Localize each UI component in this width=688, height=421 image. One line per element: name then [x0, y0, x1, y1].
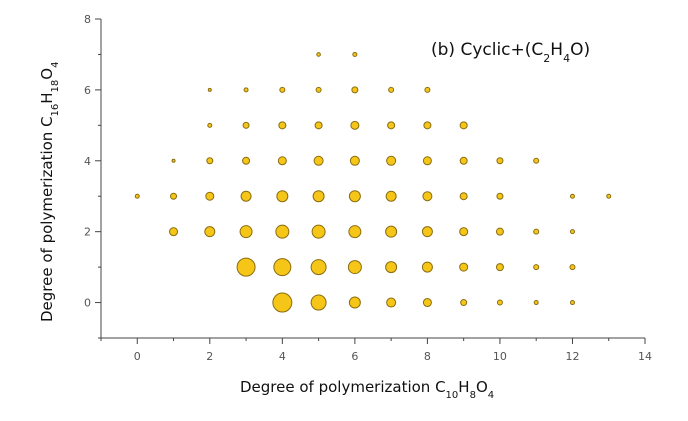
bubble-point — [385, 225, 398, 238]
bubble-point — [459, 262, 469, 272]
bubble-point — [569, 229, 575, 235]
bubble-point — [533, 264, 540, 271]
bubble-point — [276, 190, 289, 203]
x-tick-label: 8 — [424, 350, 431, 363]
bubble-point — [240, 190, 252, 202]
bubble-point — [495, 263, 504, 272]
bubble-point — [459, 156, 468, 165]
bubble-point — [205, 191, 215, 201]
bubble-point — [496, 192, 504, 200]
bubble-point — [242, 156, 251, 165]
x-axis: 0 2 4 6 8 10 12 14 — [100, 337, 652, 363]
bubble-point — [385, 261, 398, 274]
bubble-point — [169, 227, 179, 237]
bubble-point — [310, 259, 327, 276]
bubble-point — [279, 86, 286, 93]
y-tick-label: 8 — [84, 13, 91, 26]
bubble-point — [348, 296, 361, 309]
bubble-point — [533, 157, 540, 164]
bubble-point — [533, 228, 540, 235]
bubble-point — [569, 193, 575, 199]
y-tick-label: 0 — [84, 297, 91, 310]
bubble-point — [460, 299, 468, 307]
bubble-point — [347, 260, 362, 275]
bubble-point — [243, 87, 249, 93]
bubble-point — [495, 227, 504, 236]
bubble-point — [207, 87, 212, 92]
bubble-point — [421, 261, 433, 273]
bubble-point — [275, 224, 290, 239]
bubble-point — [277, 156, 287, 166]
bubble-point — [204, 226, 216, 238]
bubble-point — [316, 52, 321, 57]
x-tick-label: 4 — [279, 350, 286, 363]
bubble-point — [134, 193, 140, 199]
bubble-point — [386, 297, 397, 308]
bubble-point — [386, 155, 397, 166]
bubble-point — [421, 226, 433, 238]
bubble-point — [459, 121, 468, 130]
bubble-point — [170, 192, 178, 200]
bubble-point — [606, 193, 612, 199]
bubble-point — [272, 292, 293, 313]
y-axis-title: Degree of polymerization C16H18O4 — [38, 62, 61, 322]
y-tick-label: 4 — [84, 155, 91, 168]
x-tick-label: 12 — [565, 350, 579, 363]
x-tick-label: 14 — [638, 350, 652, 363]
bubble-point — [171, 158, 176, 163]
bubble-point — [310, 294, 327, 311]
x-tick-label: 0 — [134, 350, 141, 363]
chart-title: (b) Cyclic+(C2H4O) — [431, 40, 590, 65]
bubble-point — [313, 155, 324, 166]
bubble-point — [496, 157, 504, 165]
bubble-point — [314, 121, 323, 130]
bubble-point — [351, 86, 359, 94]
x-tick-label: 6 — [351, 350, 358, 363]
y-tick-label: 2 — [84, 226, 91, 239]
x-tick-label: 10 — [493, 350, 507, 363]
bubble-point — [242, 121, 250, 129]
bubble-point — [385, 190, 397, 202]
bubble-point — [424, 86, 431, 93]
bubble-point — [311, 224, 326, 239]
bubble-point — [387, 121, 396, 130]
bubble-point — [278, 121, 287, 130]
bubble-point — [533, 300, 539, 306]
bubble-point — [569, 264, 576, 271]
bubble-point — [206, 157, 214, 165]
bubble-point — [273, 258, 292, 277]
bubble-point — [348, 225, 362, 239]
bubble-point — [348, 190, 361, 203]
bubble-point — [349, 155, 360, 166]
bubble-point — [459, 227, 469, 237]
bubble-point — [350, 120, 360, 130]
y-tick-label: 6 — [84, 84, 91, 97]
bubble-point — [422, 298, 432, 308]
bubble-series — [134, 51, 612, 313]
y-axis: 0 2 4 6 8 — [84, 13, 102, 339]
bubble-point — [236, 257, 256, 277]
bubble-point — [496, 299, 503, 306]
bubble-point — [569, 300, 575, 306]
bubble-point — [312, 190, 325, 203]
bubble-point — [352, 51, 358, 57]
bubble-point — [422, 191, 433, 202]
x-axis-title: Degree of polymerization C10H8O4 — [240, 378, 494, 401]
bubble-point — [422, 156, 432, 166]
bubble-point — [207, 122, 213, 128]
bubble-point — [423, 121, 432, 130]
bubble-point — [388, 86, 395, 93]
x-tick-label: 2 — [206, 350, 213, 363]
bubble-point — [239, 225, 253, 239]
bubble-point — [459, 192, 468, 201]
bubble-point — [315, 86, 322, 93]
